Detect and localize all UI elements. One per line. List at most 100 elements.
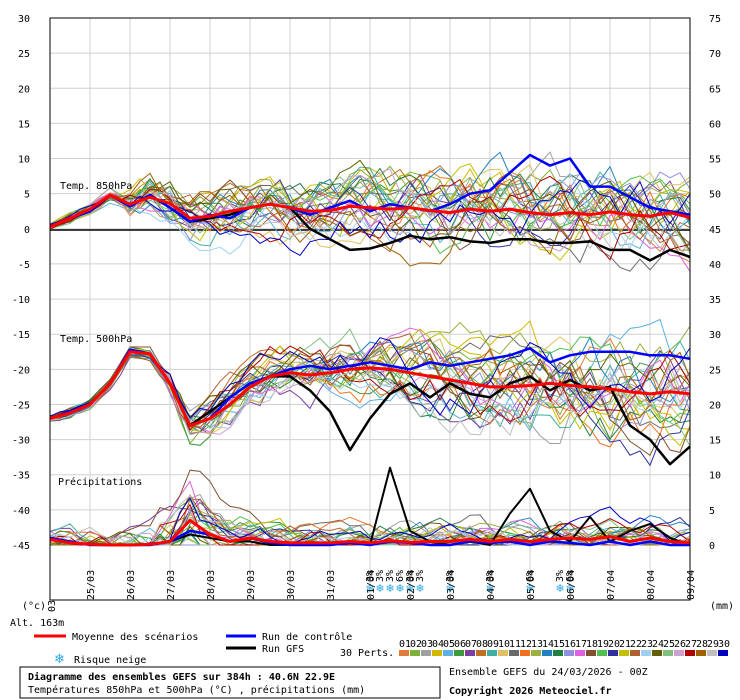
- pert-t850-30: [49, 179, 691, 257]
- pert-t850-8: [49, 165, 691, 251]
- snow-risk-label-7: 3%: [485, 570, 496, 582]
- ytick-right-11: 20: [709, 400, 721, 411]
- pert-number-13: 13: [531, 639, 543, 650]
- pert-precip-5: [49, 516, 691, 546]
- xlabel-7: 01/04: [366, 570, 377, 600]
- pert-t850-9: [49, 166, 691, 247]
- xlabel-9: 03/04: [446, 570, 457, 600]
- ytick-right-1: 70: [709, 49, 721, 60]
- ytick-right-3: 60: [709, 119, 721, 130]
- pert-t850-25: [49, 176, 691, 254]
- pert-swatch-16: [564, 650, 574, 656]
- pert-number-18: 18: [586, 639, 598, 650]
- pert-swatch-24: [652, 650, 662, 656]
- xlabel-5: 30/03: [286, 570, 297, 600]
- pert-swatch-15: [553, 650, 563, 656]
- ytick-right-4: 55: [709, 155, 721, 166]
- ytick-left-9: -15: [12, 330, 30, 341]
- ytick-right-12: 15: [709, 436, 721, 447]
- pert-swatch-17: [575, 650, 585, 656]
- ytick-left-1: 25: [18, 49, 30, 60]
- ytick-left-2: 20: [18, 84, 30, 95]
- ytick-right-13: 10: [709, 471, 721, 482]
- ytick-left-0: 30: [18, 14, 30, 25]
- label-t850: Temp. 850hPa: [60, 181, 132, 192]
- pert-swatch-14: [542, 650, 552, 656]
- pert-number-28: 28: [696, 639, 708, 650]
- ytick-right-10: 25: [709, 365, 721, 376]
- pert-swatch-25: [663, 650, 673, 656]
- snow-icon-10: ❄: [565, 582, 574, 595]
- snow-icon-8: ❄: [525, 582, 534, 595]
- pert-t850-17: [49, 191, 691, 272]
- pert-swatch-29: [707, 650, 717, 656]
- pert-number-09: 09: [487, 639, 499, 650]
- pert-number-04: 04: [432, 639, 444, 650]
- xlabel-2: 27/03: [166, 570, 177, 600]
- pert-swatch-05: [443, 650, 453, 656]
- mean-precip-line: [49, 518, 691, 547]
- pert-swatch-18: [586, 650, 596, 656]
- pert-swatch-20: [608, 650, 618, 656]
- altitude-label: Alt. 163m: [10, 618, 64, 629]
- pert-number-25: 25: [663, 639, 675, 650]
- snow-icon-2: ❄: [385, 582, 394, 595]
- pert-swatch-07: [465, 650, 475, 656]
- pert-number-15: 15: [553, 639, 565, 650]
- ytick-right-0: 75: [709, 14, 721, 25]
- pert-swatch-27: [685, 650, 695, 656]
- pert-swatch-03: [421, 650, 431, 656]
- ytick-left-14: -40: [12, 506, 30, 517]
- plot-frame: [49, 17, 691, 601]
- snow-icon-5: ❄: [415, 582, 424, 595]
- xlabel-4: 29/03: [246, 570, 257, 600]
- pert-t850-24: [49, 159, 691, 252]
- xlabel-12: 06/04: [566, 570, 577, 600]
- pert-swatch-30: [718, 650, 728, 656]
- ytick-right-5: 50: [709, 190, 721, 201]
- xlabel-first: 03: [47, 600, 58, 612]
- mean-t850-line: [49, 193, 691, 229]
- xlabel-15: 09/04: [686, 570, 697, 600]
- snow-icon-3: ❄: [395, 582, 404, 595]
- ytick-left-10: -20: [12, 365, 30, 376]
- chart-title: Diagramme des ensembles GEFS sur 384h : …: [28, 671, 335, 683]
- ytick-left-8: -10: [12, 295, 30, 306]
- snow-risk-label-5: 3%: [415, 570, 426, 582]
- right-unit: (mm): [710, 601, 734, 612]
- legend-perts-label: 30 Perts.: [340, 648, 394, 659]
- mean-t500-line: [49, 350, 691, 427]
- label-precip: Précipitations: [58, 476, 142, 488]
- snow-risk-label-1: 3%: [375, 570, 386, 582]
- ytick-left-13: -35: [12, 471, 30, 482]
- snow-risk-markers: 3%❄3%❄3%❄6%❄3%❄3%❄3%❄3%❄6%❄3%❄6%❄: [365, 570, 576, 595]
- pert-number-30: 30: [718, 639, 730, 650]
- pert-swatch-11: [509, 650, 519, 656]
- snow-risk-label-2: 3%: [385, 570, 396, 582]
- ytick-left-7: -5: [18, 260, 30, 271]
- snow-icon-9: ❄: [555, 582, 564, 595]
- legend-gfs-label: Run GFS: [262, 644, 304, 655]
- ytick-right-2: 65: [709, 84, 721, 95]
- xlabel-6: 31/03: [326, 570, 337, 600]
- pert-t850-28: [49, 172, 691, 267]
- ytick-right-6: 45: [709, 225, 721, 236]
- snow-icon-6: ❄: [445, 582, 454, 595]
- pert-swatch-09: [487, 650, 497, 656]
- ytick-left-4: 10: [18, 155, 30, 166]
- xlabel-0: 25/03: [86, 570, 97, 600]
- pert-number-26: 26: [674, 639, 686, 650]
- pert-swatch-22: [630, 650, 640, 656]
- snow-risk-label-4: 3%: [405, 570, 416, 582]
- pert-t850-19: [49, 175, 691, 255]
- pert-number-23: 23: [641, 639, 653, 650]
- snow-icon-1: ❄: [375, 582, 384, 595]
- pert-t850-29: [49, 186, 691, 261]
- xlabel-3: 28/03: [206, 570, 217, 600]
- pert-number-20: 20: [608, 639, 620, 650]
- pert-number-07: 07: [465, 639, 477, 650]
- ytick-left-6: 0: [24, 225, 30, 236]
- ytick-right-9: 30: [709, 330, 721, 341]
- pert-number-08: 08: [476, 639, 488, 650]
